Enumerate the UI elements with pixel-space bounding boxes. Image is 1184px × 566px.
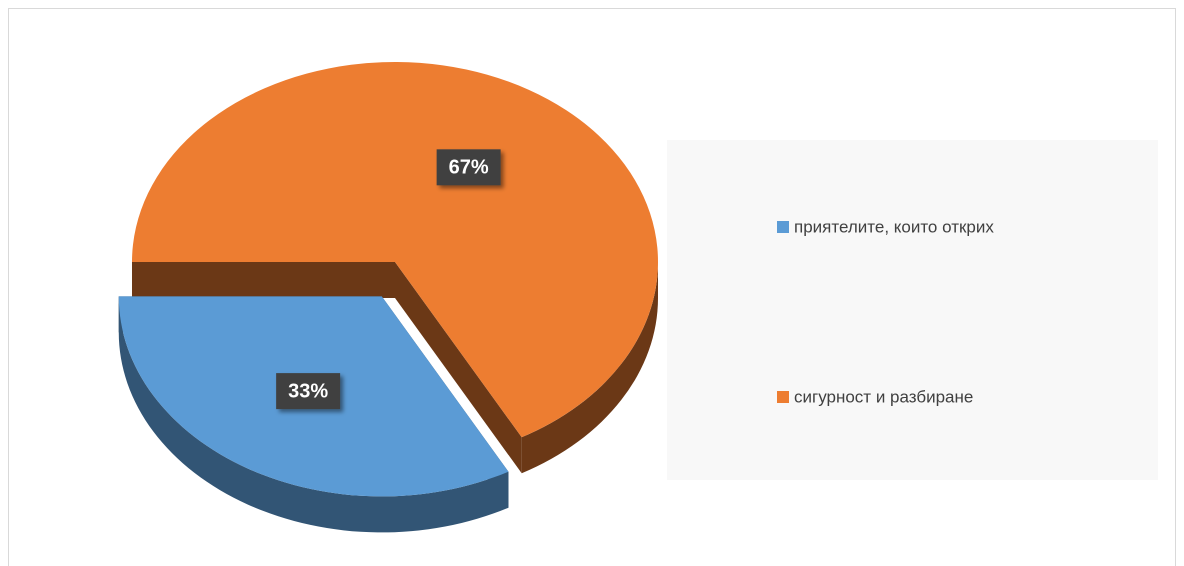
slice-side (132, 262, 395, 298)
legend-label: приятелите, които открих (794, 217, 994, 236)
legend-box (667, 140, 1158, 480)
legend-swatch (777, 391, 789, 403)
slice-side (395, 262, 522, 474)
data-label: 67% (449, 157, 489, 179)
data-label: 33% (288, 380, 328, 402)
slice (132, 61, 658, 474)
slice-wall (521, 262, 658, 474)
slice-wall (118, 296, 509, 533)
legend-swatch (777, 221, 789, 233)
legend-label: сигурност и разбиране (794, 387, 973, 406)
data-label-box (436, 149, 501, 186)
data-label-box (276, 373, 341, 410)
slice-top (132, 61, 658, 438)
